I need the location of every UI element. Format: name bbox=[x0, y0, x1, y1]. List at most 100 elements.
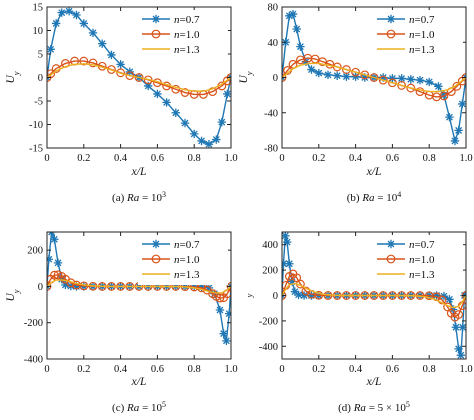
caption-exp: 3 bbox=[162, 190, 166, 199]
legend-label: n=0.7 bbox=[174, 239, 200, 251]
x-tick-label: 0.8 bbox=[423, 153, 436, 164]
x-axis-label: x/L bbox=[366, 166, 382, 178]
y-tick-label: -200 bbox=[24, 318, 43, 329]
data-point bbox=[287, 277, 297, 286]
data-point bbox=[64, 7, 74, 16]
y-tick-label: 10 bbox=[33, 26, 44, 37]
data-point bbox=[437, 295, 447, 305]
data-point bbox=[369, 73, 379, 82]
legend-n: n bbox=[174, 254, 180, 266]
caption-exp: 5 bbox=[406, 400, 410, 409]
data-point bbox=[171, 108, 180, 117]
series-line bbox=[47, 63, 231, 92]
y-tick-label: 0 bbox=[273, 73, 278, 84]
axes-frame bbox=[46, 231, 232, 360]
data-point bbox=[323, 70, 333, 80]
data-point bbox=[215, 293, 225, 303]
data-point bbox=[307, 65, 316, 74]
caption-prefix: (b) bbox=[347, 192, 363, 204]
x-tick-label: 0.8 bbox=[423, 364, 436, 375]
legend-marker bbox=[151, 239, 161, 249]
data-point bbox=[458, 99, 466, 109]
x-tick-label: 0.4 bbox=[114, 153, 128, 164]
data-point bbox=[318, 57, 327, 67]
x-tick-label: 0.2 bbox=[77, 364, 90, 375]
legend-marker bbox=[151, 29, 161, 39]
y-tick-label: 200 bbox=[27, 246, 43, 257]
panel-b: 0 0.2 0.4 0.6 0.8 1.0-80-4004080x/LUyn=0.7n=1… bbox=[238, 3, 473, 205]
legend-value: =1.3 bbox=[180, 44, 200, 56]
data-point bbox=[292, 273, 302, 283]
data-point bbox=[290, 287, 300, 296]
x-axis-label-var: x bbox=[366, 166, 373, 178]
y-tick-label: 40 bbox=[268, 38, 279, 49]
data-point bbox=[282, 232, 290, 241]
caption-exp: 5 bbox=[162, 400, 166, 409]
data-point bbox=[406, 83, 416, 93]
caption-eq: = 5 × 10 bbox=[366, 402, 406, 414]
data-point bbox=[454, 126, 463, 135]
legend-marker bbox=[386, 14, 396, 24]
data-point bbox=[342, 65, 351, 74]
data-point bbox=[204, 140, 214, 148]
panel-c: 0 0.2 0.4 0.6 0.8 1.0-400-2000200x/LUyn=0.7n=… bbox=[5, 231, 238, 415]
data-point bbox=[72, 10, 81, 20]
data-point bbox=[378, 75, 388, 85]
y-axis-label: y bbox=[244, 293, 254, 298]
legend-n: n bbox=[174, 29, 180, 41]
legend-value: =1.3 bbox=[180, 269, 200, 281]
data-point bbox=[299, 291, 309, 300]
data-point bbox=[215, 305, 225, 315]
caption-exp: 4 bbox=[397, 190, 401, 199]
data-point bbox=[351, 67, 361, 77]
data-point bbox=[397, 74, 406, 83]
legend-value: =0.7 bbox=[180, 239, 200, 251]
legend-marker bbox=[386, 239, 396, 249]
legend-value: =0.7 bbox=[180, 14, 200, 26]
data-point bbox=[134, 73, 144, 82]
data-point bbox=[451, 323, 461, 332]
legend-marker bbox=[151, 14, 161, 24]
data-point bbox=[52, 19, 61, 28]
data-point bbox=[434, 82, 443, 91]
x-tick-label: 0.6 bbox=[386, 364, 399, 375]
data-point bbox=[397, 81, 407, 90]
caption-eq: = 10 bbox=[139, 402, 162, 414]
data-point bbox=[406, 75, 415, 84]
data-point bbox=[61, 280, 70, 290]
data-point bbox=[360, 73, 369, 82]
legend-label: n=1.0 bbox=[174, 29, 200, 41]
panel-caption: (c) Ra = 105 bbox=[112, 400, 166, 415]
data-point bbox=[171, 84, 181, 94]
data-point bbox=[217, 117, 226, 127]
data-point bbox=[351, 72, 360, 81]
legend-marker bbox=[151, 254, 161, 264]
data-point bbox=[88, 58, 98, 68]
caption-var: Ra bbox=[126, 402, 140, 414]
x-tick-label: 0 bbox=[44, 364, 49, 375]
y-tick-label: -200 bbox=[259, 316, 278, 327]
data-point bbox=[50, 235, 59, 244]
legend-label: n=1.0 bbox=[409, 254, 435, 266]
data-point bbox=[296, 42, 305, 51]
x-axis-label-var: x bbox=[366, 376, 373, 388]
x-tick-label: 0.6 bbox=[151, 153, 164, 164]
legend-label: n=0.7 bbox=[174, 14, 200, 26]
x-tick-label: 0 bbox=[279, 153, 284, 164]
caption-eq: = 10 bbox=[139, 192, 162, 204]
legend-n: n bbox=[174, 269, 180, 281]
legend-label: n=1.3 bbox=[174, 44, 200, 56]
data-point bbox=[439, 90, 449, 100]
y-tick-label: -5 bbox=[34, 97, 43, 108]
y-tick-label: 80 bbox=[268, 3, 279, 14]
x-tick-label: 0.2 bbox=[77, 153, 90, 164]
data-point bbox=[190, 129, 199, 139]
x-axis-label-rest: /L bbox=[136, 376, 147, 388]
legend-n: n bbox=[409, 254, 415, 266]
x-tick-label: 1.0 bbox=[459, 153, 472, 164]
data-point bbox=[288, 9, 298, 19]
legend-n: n bbox=[174, 44, 180, 56]
panel-caption: (b) Ra = 104 bbox=[347, 190, 402, 205]
data-point bbox=[53, 258, 63, 268]
series-line bbox=[47, 279, 231, 294]
